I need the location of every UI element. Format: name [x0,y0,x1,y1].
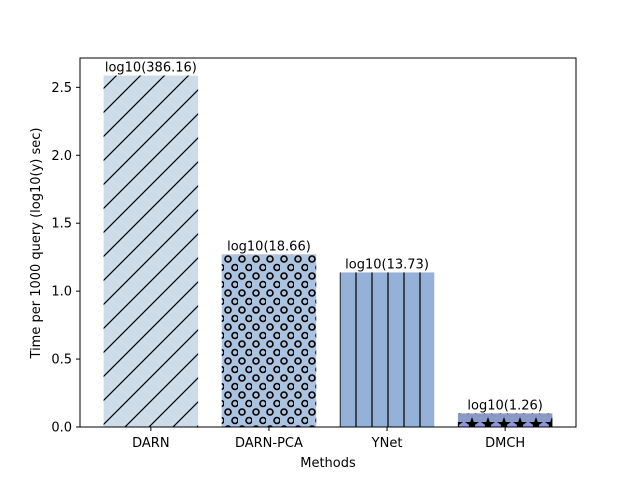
bars-group [103,75,553,428]
y-axis-label: Time per 1000 query (log10(y) sec) [29,128,44,360]
bar-value-label: log10(18.66) [227,239,311,254]
y-tick-label: 0.5 [51,353,72,368]
bar-hatch-ynet [339,272,435,427]
y-tick-label: 1.5 [51,217,72,232]
y-axis-ticks: 0.0 0.5 1.0 1.5 2.0 2.5 [51,81,80,436]
x-tick-label: DARN [132,436,169,451]
bar-value-label: log10(386.16) [105,61,197,76]
y-tick-label: 0.0 [51,421,72,436]
axes-frame [79,57,577,428]
bar-hatch-darn-pca [221,254,317,427]
bar-hatch-dmch [457,413,553,427]
bar-value-label: log10(1.26) [467,398,542,413]
y-tick-label: 2.0 [51,149,72,164]
x-tick-label: DMCH [485,436,525,451]
x-tick-label: DARN-PCA [235,436,303,451]
bar-hatch-darn [103,75,199,428]
x-axis-ticks: DARN DARN-PCA YNet DMCH [132,427,525,451]
y-tick-label: 1.0 [51,285,72,300]
x-tick-label: YNet [371,436,403,451]
x-axis-label: Methods [300,456,356,471]
bar-labels-group: log10(386.16) log10(18.66) log10(13.73) log… [105,61,543,414]
y-tick-label: 2.5 [51,81,72,96]
bar-value-label: log10(13.73) [345,257,429,272]
